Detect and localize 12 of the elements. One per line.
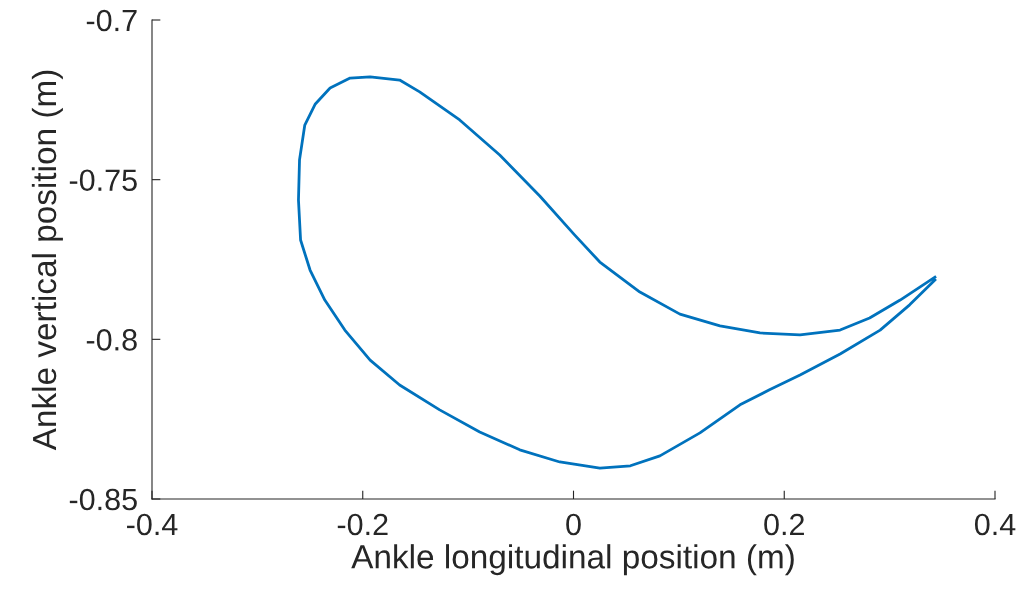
line-series xyxy=(297,75,937,470)
x-axis-title: Ankle longitudinal position (m) xyxy=(351,544,794,576)
x-tick-label: 0.2 xyxy=(764,513,804,536)
x-tick-label: 0 xyxy=(566,513,581,536)
x-tick-label: 0.4 xyxy=(974,513,1016,536)
y-tick-label: -0.75 xyxy=(69,169,137,192)
y-tick-label: -0.85 xyxy=(69,488,137,511)
x-tick-label: -0.2 xyxy=(337,513,388,536)
y-tick-label: -0.8 xyxy=(86,329,137,351)
y-axis-title: Ankle vertical position (m) xyxy=(31,70,63,451)
y-tick-label: -0.7 xyxy=(86,9,137,32)
x-tick-label: -0.4 xyxy=(127,513,178,536)
